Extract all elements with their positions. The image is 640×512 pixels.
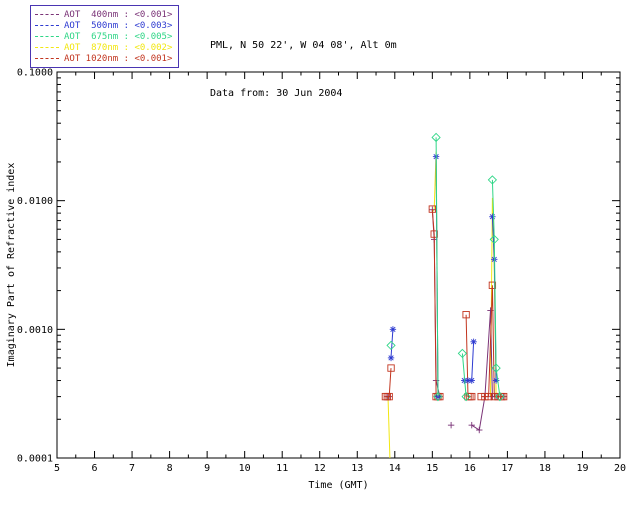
legend-line-sample (35, 36, 59, 37)
legend-label: AOT 675nm : <0.005> (64, 31, 173, 42)
y-tick-label: 0.0010 (17, 325, 53, 336)
marker-asterisk (489, 213, 496, 220)
marker-diamond (386, 340, 396, 351)
station-info: PML, N 50 22', W 04 08', Alt 0m (210, 40, 397, 51)
x-tick-label: 20 (614, 463, 626, 474)
legend-line-sample (35, 14, 59, 15)
x-tick-label: 11 (276, 463, 288, 474)
marker-diamond (457, 348, 467, 359)
marker-square (494, 392, 502, 401)
x-tick-label: 8 (167, 463, 173, 474)
marker-asterisk (387, 354, 395, 362)
series-line-500nm (390, 329, 394, 358)
marker-square (428, 205, 436, 213)
plot-header: PML, N 50 22', W 04 08', Alt 0m Data fro… (210, 6, 397, 134)
legend-line-sample (35, 25, 59, 26)
series-line-500nm (464, 341, 475, 381)
series-line-1020nm (465, 314, 472, 398)
x-tick-label: 15 (426, 463, 438, 474)
marker-square (477, 392, 485, 401)
legend-line-sample (35, 58, 59, 59)
legend-label: AOT 400nm : <0.001> (64, 9, 173, 20)
marker-diamond (491, 363, 501, 373)
marker-asterisk (389, 326, 397, 333)
marker-square (490, 392, 498, 401)
x-tick-label: 7 (129, 463, 135, 474)
legend-item: AOT 1020nm : <0.001> (35, 53, 172, 64)
marker-diamond (487, 175, 498, 185)
data-date: Data from: 30 Jun 2004 (210, 88, 343, 99)
series-line-400nm (471, 310, 504, 431)
series-line-675nm (491, 179, 501, 397)
legend-line-sample (35, 47, 59, 48)
x-tick-label: 10 (239, 463, 251, 474)
x-tick-label: 19 (576, 463, 588, 474)
x-tick-label: 9 (204, 463, 210, 474)
marker-square (387, 364, 395, 372)
series-line-675nm (461, 353, 467, 397)
marker-square (499, 392, 508, 401)
series-line-1020nm (385, 368, 392, 398)
legend-item: AOT 675nm : <0.005> (35, 31, 172, 42)
series-line-675nm (435, 137, 439, 397)
y-axis-title: Imaginary Part of Refractive index (6, 163, 17, 368)
legend-item: AOT 870nm : <0.002> (35, 42, 172, 53)
legend-label: AOT 870nm : <0.002> (64, 42, 173, 53)
marker-asterisk (464, 377, 472, 384)
marker-diamond (489, 234, 499, 245)
y-tick-label: 0.1000 (17, 68, 53, 79)
x-tick-label: 13 (351, 463, 363, 474)
legend-label: AOT 500nm : <0.003> (64, 20, 173, 31)
marker-asterisk (468, 377, 475, 384)
x-tick-label: 6 (92, 463, 98, 474)
marker-square (481, 392, 489, 401)
x-tick-label: 18 (539, 463, 551, 474)
x-tick-label: 14 (389, 463, 401, 474)
legend: AOT 400nm : <0.001> AOT 500nm : <0.003> AO… (30, 5, 180, 68)
marker-diamond (433, 391, 443, 402)
marker-plus (476, 426, 483, 434)
series-line-870nm (386, 396, 391, 459)
marker-diamond (495, 391, 505, 402)
x-tick-label: 12 (314, 463, 326, 474)
x-tick-label: 17 (501, 463, 513, 474)
marker-plus (447, 421, 455, 429)
legend-item: AOT 400nm : <0.001> (35, 9, 172, 20)
marker-square (430, 230, 438, 238)
x-tick-label: 16 (464, 463, 476, 474)
marker-square (484, 392, 493, 401)
y-tick-label: 0.0100 (17, 196, 53, 207)
marker-square (488, 281, 497, 289)
marker-diamond (461, 391, 471, 402)
y-tick-label: 0.0001 (17, 454, 53, 465)
marker-square (385, 392, 393, 401)
legend-item: AOT 500nm : <0.003> (35, 20, 172, 31)
marker-square (462, 311, 470, 319)
marker-square (468, 392, 476, 401)
marker-diamond (431, 132, 441, 143)
x-axis-title: Time (GMT) (308, 480, 368, 491)
marker-asterisk (470, 338, 477, 346)
marker-plus (468, 421, 475, 429)
x-tick-label: 5 (54, 463, 60, 474)
legend-label: AOT 1020nm : <0.001> (64, 53, 173, 64)
